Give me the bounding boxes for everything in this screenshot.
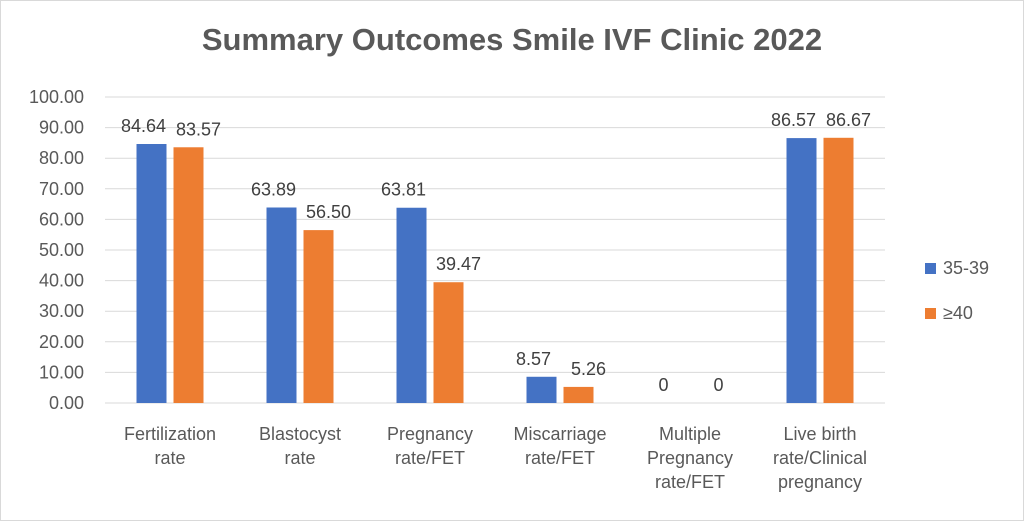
legend-label: ≥40 (943, 303, 973, 323)
data-label: 56.50 (306, 202, 351, 222)
x-category-label: rate/Clinical (773, 448, 867, 468)
x-category-label: rate (284, 448, 315, 468)
legend-label: 35-39 (943, 258, 989, 278)
bar-ge40 (303, 230, 334, 403)
bar-35-39 (266, 207, 297, 403)
bar-35-39 (136, 144, 167, 404)
legend-swatch (925, 308, 936, 319)
bar-ge40 (823, 137, 854, 403)
x-category-label: rate/FET (395, 448, 465, 468)
x-category-label: Pregnancy (647, 448, 733, 468)
bar-35-39 (526, 376, 557, 403)
bar-ge40 (563, 386, 594, 403)
y-tick-label: 10.00 (39, 362, 84, 382)
bar-ge40 (433, 282, 464, 403)
legend-swatch (925, 263, 936, 274)
y-tick-label: 50.00 (39, 240, 84, 260)
x-category-label: Blastocyst (259, 424, 341, 444)
data-label: 84.64 (121, 116, 166, 136)
y-tick-label: 70.00 (39, 179, 84, 199)
x-category-label: rate/FET (655, 472, 725, 492)
y-tick-label: 60.00 (39, 209, 84, 229)
x-category-label: Live birth (783, 424, 856, 444)
data-label: 83.57 (176, 119, 221, 139)
bar-35-39 (786, 138, 817, 403)
y-tick-label: 30.00 (39, 301, 84, 321)
data-label: 63.89 (251, 179, 296, 199)
y-tick-label: 80.00 (39, 148, 84, 168)
data-label: 39.47 (436, 254, 481, 274)
chart-title: Summary Outcomes Smile IVF Clinic 2022 (201, 22, 823, 57)
data-label: 0 (713, 375, 723, 395)
x-category-label: rate/FET (525, 448, 595, 468)
x-category-label: Miscarriage (513, 424, 606, 444)
x-category-label: Pregnancy (387, 424, 473, 444)
y-tick-label: 100.00 (29, 87, 84, 107)
x-category-label: Fertilization (124, 424, 216, 444)
data-label: 63.81 (381, 180, 426, 200)
x-category-label: pregnancy (778, 472, 862, 492)
x-category-label: rate (154, 448, 185, 468)
data-label: 5.26 (571, 359, 606, 379)
bar-ge40 (173, 147, 204, 403)
x-category-label: Multiple (659, 424, 721, 444)
bar-35-39 (396, 207, 427, 403)
y-tick-label: 0.00 (49, 393, 84, 413)
y-tick-label: 90.00 (39, 118, 84, 138)
data-label: 8.57 (516, 349, 551, 369)
y-tick-label: 40.00 (39, 271, 84, 291)
data-label: 0 (658, 375, 668, 395)
y-tick-label: 20.00 (39, 332, 84, 352)
data-label: 86.57 (771, 110, 816, 130)
data-label: 86.67 (826, 110, 871, 130)
